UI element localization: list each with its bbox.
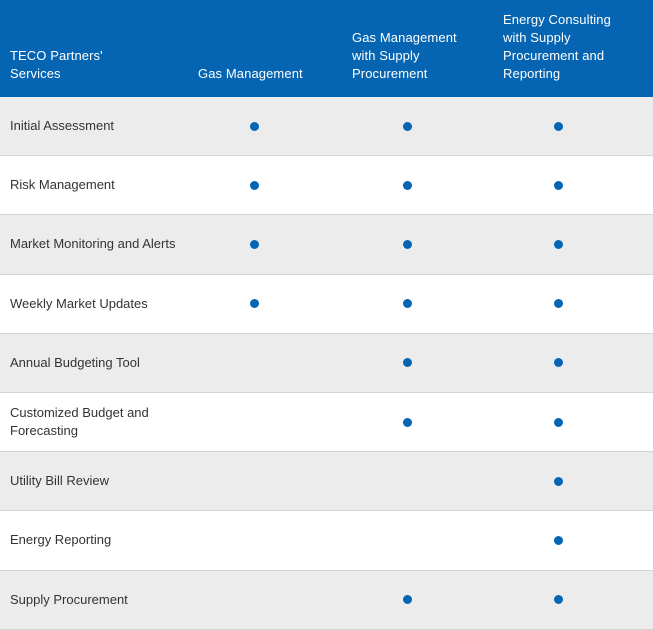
- header-energy-consulting: Energy Consulting with Supply Procuremen…: [503, 12, 611, 81]
- energy-consulting-dot-icon: [553, 358, 563, 368]
- table-row: Initial Assessment: [0, 97, 653, 157]
- energy-consulting-dot-icon: [553, 417, 563, 427]
- gas-management-supply-dot-icon: [403, 595, 412, 605]
- service-label: Utility Bill Review: [10, 473, 109, 489]
- table-row: Utility Bill Review: [0, 452, 653, 512]
- table-row: Supply Procurement: [0, 570, 653, 630]
- table-row: Weekly Market Updates: [0, 274, 653, 334]
- service-label: Weekly Market Updates: [10, 295, 148, 311]
- energy-consulting-dot-icon: [553, 121, 563, 131]
- gas-management-supply-dot-icon: [403, 299, 412, 309]
- gas-management-dot-icon: [249, 121, 259, 131]
- gas-management-supply-dot-icon: [403, 239, 412, 249]
- service-label: Energy Reporting: [10, 532, 112, 548]
- gas-management-supply-dot-icon: [403, 180, 412, 190]
- header-gas-management: Gas Management: [198, 66, 303, 81]
- gas-management-supply-dot-icon: [403, 121, 412, 131]
- gas-management-dot-icon: [249, 180, 259, 190]
- energy-consulting-dot-icon: [553, 595, 563, 605]
- service-label: Risk Management: [10, 177, 115, 193]
- table-row: Customized Budget and Forecasting: [0, 392, 653, 453]
- energy-consulting-dot-icon: [553, 476, 563, 486]
- service-label: Market Monitoring and Alerts: [10, 236, 176, 252]
- service-label: Initial Assessment: [10, 118, 115, 134]
- energy-consulting-dot-icon: [553, 180, 563, 190]
- header-gas-management-supply: Gas Management with Supply Procurement: [352, 30, 457, 81]
- service-label: Supply Procurement: [10, 591, 128, 607]
- table-row: Energy Reporting: [0, 511, 653, 571]
- gas-management-dot-icon: [249, 239, 259, 249]
- table-row: Risk Management: [0, 156, 653, 216]
- table-row: Annual Budgeting Tool: [0, 333, 653, 393]
- energy-consulting-dot-icon: [553, 239, 563, 249]
- table-body: Initial Assessment Risk Management Market …: [0, 97, 653, 630]
- table-header: TECO Partners' Services Gas Management G…: [0, 0, 653, 97]
- gas-management-supply-dot-icon: [403, 358, 412, 368]
- gas-management-dot-icon: [249, 299, 259, 309]
- energy-consulting-dot-icon: [553, 535, 563, 545]
- header-services: TECO Partners' Services: [10, 48, 103, 81]
- gas-management-supply-dot-icon: [403, 417, 412, 427]
- table-row: Market Monitoring and Alerts: [0, 215, 653, 275]
- energy-consulting-dot-icon: [553, 299, 563, 309]
- service-label: Annual Budgeting Tool: [10, 354, 140, 370]
- service-label: Customized Budget and Forecasting: [10, 405, 149, 439]
